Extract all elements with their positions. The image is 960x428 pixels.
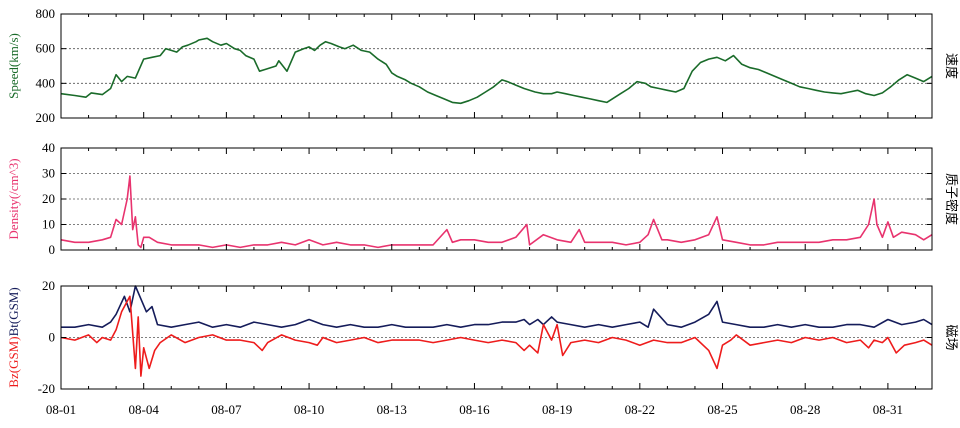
y-tick-label: 10	[42, 217, 55, 232]
series-density	[60, 175, 933, 249]
x-tick-label: 08-25	[707, 402, 737, 417]
panel-density: 0 10 20 30 40 Density(/cm^3) 质子密度	[6, 140, 959, 257]
y-tick-label: 40	[42, 140, 55, 155]
series-bt-gsm	[61, 285, 933, 329]
plot-frame	[60, 13, 933, 119]
y-tick-label: 800	[36, 6, 56, 21]
x-tick-label: 08-16	[459, 402, 490, 417]
x-tick-label: 08-31	[873, 402, 903, 417]
y-tick-label: 200	[36, 110, 56, 125]
y-axis-label: Speed(km/s)	[6, 33, 21, 99]
series-bz-gsm	[60, 295, 933, 377]
x-tick-label: 08-07	[211, 402, 242, 417]
y-tick-label: -20	[38, 381, 55, 396]
y-tick-label: 400	[36, 75, 56, 90]
right-panel-label: 磁场	[943, 324, 958, 350]
x-tick-label: 08-10	[294, 402, 324, 417]
y-tick-label: 20	[42, 191, 55, 206]
y-tick-label: 30	[42, 166, 55, 181]
x-tick-label: 08-28	[790, 402, 820, 417]
x-tick-label: 08-01	[46, 402, 76, 417]
y-axis-label-part: Bz(GSM)	[6, 336, 21, 387]
x-tick-label: 08-13	[377, 402, 407, 417]
y-tick-label: 20	[42, 278, 55, 293]
x-tick-label: 08-04	[129, 402, 160, 417]
y-tick-label: 0	[49, 242, 56, 257]
y-axis-label: Bz(GSM)Bt(GSM)	[6, 287, 21, 387]
panel-speed: 200 400 600 800 Speed(km/s) 速度	[6, 6, 959, 125]
right-panel-label: 质子密度	[943, 173, 959, 225]
x-tick-label: 08-19	[542, 402, 572, 417]
y-axis-label: Density(/cm^3)	[6, 158, 21, 239]
y-tick-label: 0	[49, 330, 56, 345]
x-tick-label: 08-22	[625, 402, 655, 417]
series-speed	[60, 37, 933, 105]
y-tick-label: 600	[36, 41, 56, 56]
y-axis-label-part: Bt(GSM)	[6, 287, 21, 336]
right-panel-label: 速度	[943, 53, 959, 79]
panel-magnetic: -20 0 20 Bz(GSM)Bt(GSM) 磁场	[6, 278, 958, 396]
